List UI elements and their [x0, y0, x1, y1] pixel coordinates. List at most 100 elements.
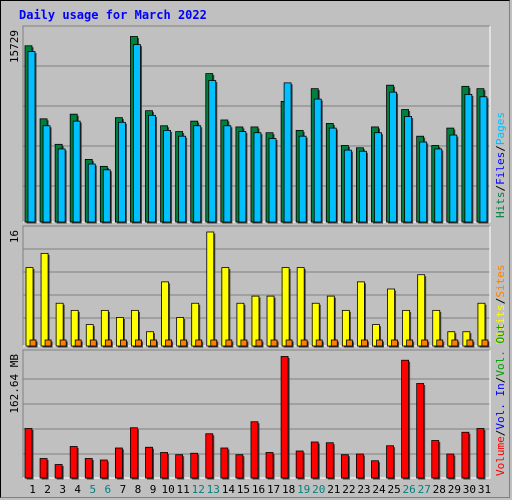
- volume-bar-20: [310, 441, 319, 479]
- visits-bar-21: [326, 295, 335, 347]
- visits-bar-14: [221, 267, 230, 347]
- day-label-9: 9: [150, 483, 157, 496]
- legend-hits-item-3: /: [494, 145, 507, 152]
- volume-bar-30: [461, 431, 470, 479]
- day-label-26: 26: [403, 483, 416, 496]
- day-label-14: 14: [222, 483, 236, 496]
- day-label-5: 5: [89, 483, 96, 496]
- files-bar-12: [193, 125, 202, 223]
- legend-hits-item-1: /: [494, 185, 507, 192]
- volume-bar-9: [145, 446, 153, 479]
- day-label-15: 15: [237, 483, 250, 496]
- day-label-25: 25: [387, 483, 400, 496]
- sites-bar-24: [376, 339, 383, 347]
- files-bar-7: [117, 121, 126, 223]
- legend-hits-item-0: Hits: [494, 192, 507, 219]
- volume-bar-12: [190, 452, 199, 479]
- day-label-29: 29: [448, 483, 461, 496]
- files-bar-23: [359, 150, 367, 223]
- sites-bar-12: [195, 339, 203, 347]
- files-bar-4: [72, 120, 81, 223]
- day-label-4: 4: [74, 483, 81, 496]
- legend-hits-item-2: Files: [494, 152, 507, 185]
- sites-bar-14: [225, 339, 233, 347]
- sites-bar-29: [451, 339, 459, 347]
- volume-bar-16: [250, 421, 259, 479]
- sites-bar-2: [44, 339, 52, 347]
- volume-bar-17: [265, 452, 274, 479]
- volume-bar-14: [220, 447, 229, 479]
- ytick-hits: 15729: [8, 30, 21, 63]
- volume-bar-5: [84, 458, 93, 479]
- volume-bar-8: [130, 427, 138, 479]
- volume-bar-29: [446, 453, 455, 479]
- files-bar-26: [404, 116, 413, 223]
- legend-volume-item-3: /: [494, 377, 507, 384]
- volume-bar-18: [280, 356, 289, 479]
- volume-bar-10: [160, 452, 168, 479]
- files-bar-6: [102, 169, 111, 223]
- files-bar-15: [238, 131, 247, 223]
- sites-bar-13: [210, 339, 218, 347]
- day-label-19: 19: [297, 483, 310, 496]
- volume-bar-27: [416, 383, 425, 479]
- sites-bar-25: [391, 339, 398, 347]
- files-bar-3: [57, 148, 66, 223]
- ytick-volume: 162.64 MB: [8, 354, 21, 414]
- visits-bar-19: [296, 267, 305, 347]
- visits-bar-9: [146, 331, 154, 347]
- day-label-24: 24: [372, 483, 386, 496]
- files-bar-20: [313, 98, 322, 223]
- sites-bar-21: [330, 339, 338, 347]
- sites-bar-11: [180, 339, 188, 347]
- volume-bar-24: [371, 460, 379, 479]
- files-bar-28: [434, 148, 443, 223]
- files-bar-17: [268, 138, 277, 223]
- sites-bar-26: [406, 339, 414, 347]
- files-bar-27: [419, 141, 428, 223]
- files-bar-13: [208, 80, 217, 223]
- day-label-31: 31: [478, 483, 491, 496]
- sites-bar-28: [436, 339, 444, 347]
- sites-bar-22: [345, 339, 353, 347]
- day-label-21: 21: [327, 483, 340, 496]
- day-label-2: 2: [44, 483, 51, 496]
- day-label-11: 11: [177, 483, 190, 496]
- sites-bar-17: [270, 339, 278, 347]
- sites-bar-15: [240, 339, 248, 347]
- sites-bar-6: [104, 339, 112, 347]
- visits-bar-8: [131, 309, 139, 347]
- volume-bar-15: [235, 454, 244, 479]
- sites-bar-16: [255, 339, 263, 347]
- legend-visits: Visits/Sites: [494, 265, 507, 345]
- legend-volume-item-0: Volume: [494, 436, 507, 476]
- visits-bar-31: [477, 302, 486, 347]
- sites-bar-10: [165, 339, 172, 347]
- sites-bar-20: [315, 339, 323, 347]
- day-label-23: 23: [357, 483, 370, 496]
- visits-bar-28: [432, 309, 441, 347]
- files-bar-25: [389, 91, 397, 223]
- files-bar-18: [283, 82, 292, 223]
- legend-volume-item-4: Vol. Out: [494, 324, 507, 377]
- visits-bar-11: [176, 317, 185, 347]
- visits-bar-10: [161, 281, 169, 347]
- visits-bar-22: [341, 309, 350, 347]
- sites-bar-7: [119, 339, 127, 347]
- volume-bar-19: [295, 450, 304, 479]
- files-bar-21: [328, 127, 337, 223]
- files-bar-1: [27, 51, 36, 223]
- legend-hits: Hits/Files/Pages: [494, 112, 507, 218]
- volume-bar-2: [39, 458, 48, 479]
- files-bar-14: [223, 125, 232, 223]
- files-bar-10: [163, 130, 171, 223]
- sites-bar-9: [150, 339, 157, 347]
- day-label-7: 7: [120, 483, 127, 496]
- sites-bar-8: [135, 339, 142, 347]
- visits-bar-30: [462, 331, 471, 347]
- files-bar-29: [449, 134, 458, 223]
- visits-bar-7: [115, 317, 124, 347]
- volume-bar-26: [401, 359, 410, 479]
- day-label-10: 10: [161, 483, 174, 496]
